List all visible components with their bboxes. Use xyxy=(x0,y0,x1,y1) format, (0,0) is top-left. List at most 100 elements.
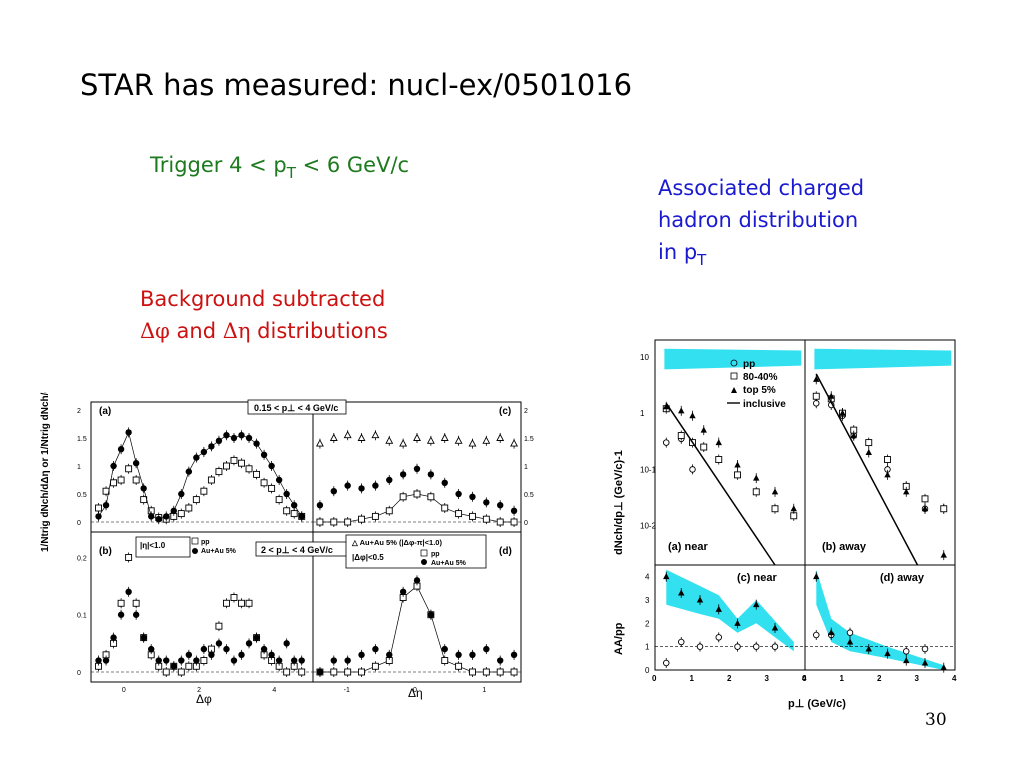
bg-and: and xyxy=(169,319,223,343)
data-point xyxy=(163,657,170,664)
data-point xyxy=(399,493,407,501)
data-point xyxy=(193,657,200,664)
data-point xyxy=(828,392,835,399)
data-point xyxy=(344,518,352,526)
data-point xyxy=(132,460,140,467)
data-point xyxy=(771,488,779,495)
data-point xyxy=(177,510,185,518)
data-point xyxy=(110,479,118,487)
data-point xyxy=(921,645,929,653)
ytick-label-right: 1 xyxy=(524,464,528,471)
data-point xyxy=(386,476,393,484)
data-point xyxy=(125,588,132,596)
data-point xyxy=(734,619,741,626)
data-point xyxy=(455,490,462,498)
data-point xyxy=(372,645,379,653)
ytick-label: 1.5 xyxy=(77,436,87,443)
data-point xyxy=(223,645,230,653)
data-point xyxy=(290,657,298,664)
box-a-text: 0.15 < p⊥ < 4 GeV/c xyxy=(254,403,338,413)
data-point xyxy=(193,454,200,461)
data-point xyxy=(178,657,185,664)
data-point xyxy=(170,663,177,670)
data-point xyxy=(441,657,449,664)
right-ylabel-top: dNch/dp⊥ (GeV/c)-1 xyxy=(613,450,625,555)
xtick-label: 3 xyxy=(765,674,770,683)
data-point xyxy=(399,588,407,596)
data-point xyxy=(903,488,910,495)
data-point xyxy=(316,668,324,676)
data-point xyxy=(200,657,208,664)
data-point xyxy=(469,512,476,520)
ytick-label: 1 xyxy=(645,643,650,652)
data-point xyxy=(921,495,929,503)
data-point xyxy=(812,400,820,407)
data-point xyxy=(865,645,872,652)
data-point xyxy=(413,577,421,584)
data-point xyxy=(185,662,193,670)
data-point xyxy=(245,599,253,607)
xtick-label: 0 xyxy=(652,674,657,683)
legend-pp-circle xyxy=(730,359,738,367)
data-point xyxy=(696,643,704,650)
data-point xyxy=(427,493,435,501)
panel-near-bottom: (c) near xyxy=(737,572,777,584)
ytick-label: 0.5 xyxy=(77,492,87,499)
ytick-label: 10 xyxy=(640,353,649,362)
data-point xyxy=(454,436,463,444)
data-point xyxy=(455,651,462,659)
xtick-label: 4 xyxy=(802,674,807,683)
panel-label-c: (c) xyxy=(499,406,511,417)
data-point xyxy=(275,496,283,504)
data-point xyxy=(330,518,338,526)
data-point xyxy=(385,507,393,515)
legend-top5-triangle xyxy=(731,387,737,393)
data-point xyxy=(283,490,290,498)
data-point xyxy=(663,403,670,410)
data-point xyxy=(343,430,352,439)
right-legend: pp 80-40% top 5% inclusive xyxy=(727,359,786,410)
data-point xyxy=(482,515,490,523)
panel-label-d: (d) xyxy=(499,546,512,557)
xtick-label: 2 xyxy=(877,674,882,683)
data-point xyxy=(125,465,133,473)
box-b-eta: |η|<1.0 xyxy=(140,541,166,550)
data-point xyxy=(177,668,185,676)
trigger-text: Trigger 4 < pT < 6 GeV/c xyxy=(150,153,409,182)
data-point xyxy=(298,668,306,676)
data-point xyxy=(208,443,215,450)
data-point xyxy=(482,436,491,444)
legend-8040-square xyxy=(730,372,738,380)
data-point xyxy=(315,439,324,447)
data-point xyxy=(170,507,177,514)
data-point xyxy=(178,490,185,498)
box-d-phi: |Δφ|<0.5 xyxy=(352,553,384,562)
ytick-label: 0.1 xyxy=(77,613,87,620)
data-point xyxy=(223,599,230,607)
data-point xyxy=(230,456,238,464)
data-point xyxy=(290,502,298,509)
ytick-label-right: 1.5 xyxy=(524,436,534,443)
data-point xyxy=(275,657,283,664)
data-point xyxy=(132,476,140,484)
xtick-label: 4 xyxy=(952,674,957,683)
data-point xyxy=(427,611,435,618)
box-d xyxy=(345,534,487,569)
ytick-label: 4 xyxy=(645,573,650,582)
data-point xyxy=(283,507,291,515)
xtick-label: 2 xyxy=(197,687,201,694)
data-point xyxy=(497,657,504,664)
data-point xyxy=(200,645,208,653)
data-point xyxy=(663,659,670,667)
data-point xyxy=(95,513,102,520)
box-b-text: 2 < p⊥ < 4 GeV/c xyxy=(261,545,333,555)
xtick-label: 0 xyxy=(802,674,807,683)
correlation-figure: (a) (b) (c) (d) 0.15 < p⊥ < 4 GeV/c |η|<… xyxy=(36,392,534,710)
data-point xyxy=(865,449,872,455)
data-point xyxy=(399,439,408,447)
data-point xyxy=(253,634,260,641)
slide-title: STAR has measured: nucl-ex/0501016 xyxy=(80,68,633,102)
data-point xyxy=(148,645,155,653)
data-point xyxy=(140,634,147,641)
